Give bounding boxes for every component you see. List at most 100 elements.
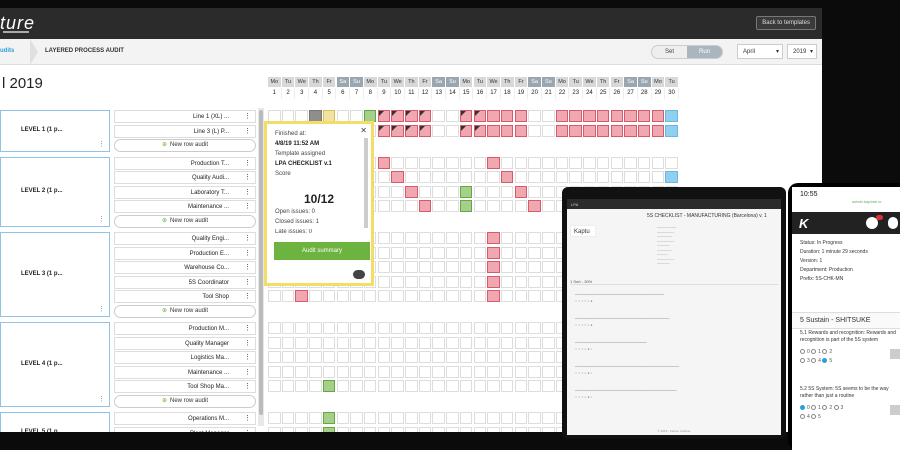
audit-day-cell[interactable] [405,156,418,169]
audit-day-cell[interactable] [336,380,349,392]
audit-day-cell[interactable] [473,426,486,432]
audit-day-cell[interactable] [542,232,555,244]
audit-day-cell[interactable] [542,124,555,137]
audit-day-cell[interactable] [281,380,295,392]
audit-day-cell[interactable] [459,351,473,363]
audit-day-cell[interactable] [514,380,528,392]
audit-day-cell[interactable] [268,412,281,424]
audit-day-cell[interactable] [391,322,404,334]
audit-day-cell[interactable] [542,261,555,273]
audit-day-cell[interactable] [637,156,651,169]
audit-day-cell[interactable] [377,336,391,349]
audit-day-cell[interactable] [418,336,432,349]
level-menu-icon[interactable]: ⋮ [98,306,105,313]
audit-day-cell[interactable] [281,290,295,302]
audit-row[interactable]: Line 1 (XL) ... ⋮ [114,110,256,123]
audit-day-cell[interactable] [446,322,459,334]
audit-day-cell[interactable] [350,426,363,432]
audit-day-cell[interactable] [432,124,445,137]
audit-day-cell[interactable] [295,365,308,378]
audit-day-cell[interactable] [336,336,349,349]
audit-day-cell[interactable] [473,275,486,288]
audit-day-cell[interactable] [268,336,281,349]
audit-day-cell[interactable] [487,232,500,244]
audit-day-cell[interactable] [418,171,432,183]
audit-day-cell[interactable] [651,156,665,169]
audit-day-cell[interactable] [487,380,500,392]
audit-day-cell[interactable] [350,351,363,363]
audit-day-cell[interactable] [473,290,486,302]
audit-row[interactable]: Production M... ⋮ [114,322,256,335]
audit-day-cell[interactable] [459,336,473,349]
audit-day-cell[interactable] [363,380,377,392]
audit-day-cell[interactable] [555,156,569,169]
audit-day-cell[interactable] [377,426,391,432]
phone-options-1b[interactable]: 3 4 5 [800,358,832,364]
audit-day-cell[interactable] [473,124,486,137]
audit-day-cell[interactable] [487,171,500,183]
audit-day-cell[interactable] [322,380,336,392]
audit-day-cell[interactable] [583,110,596,122]
audit-day-cell[interactable] [322,365,336,378]
audit-day-cell[interactable] [322,351,336,363]
row-menu-icon[interactable]: ⋮ [244,113,251,120]
row-menu-icon[interactable]: ⋮ [244,203,251,210]
audit-day-cell[interactable] [268,426,281,432]
audit-day-cell[interactable] [363,426,377,432]
audit-day-cell[interactable] [391,156,404,169]
audit-day-cell[interactable] [459,380,473,392]
audit-row[interactable]: Line 3 (L) P... ⋮ [114,124,256,138]
audit-day-cell[interactable] [377,171,391,183]
audit-day-cell[interactable] [363,290,377,302]
tablet-options[interactable]: ○ ○ ○ ○ ● ○ [575,347,593,351]
level-menu-icon[interactable]: ⋮ [98,216,105,223]
megaphone-icon[interactable] [866,217,878,229]
audit-day-cell[interactable] [487,412,500,424]
audit-day-cell[interactable] [377,156,391,169]
audit-day-cell[interactable] [309,290,322,302]
audit-day-cell[interactable] [542,426,555,432]
audit-day-cell[interactable] [569,110,582,122]
audit-day-cell[interactable] [596,124,610,137]
chat-icon[interactable] [353,270,365,279]
audit-day-cell[interactable] [459,426,473,432]
audit-day-cell[interactable] [405,275,418,288]
audit-day-cell[interactable] [377,124,391,137]
audit-day-cell[interactable] [473,412,486,424]
audit-day-cell[interactable] [459,365,473,378]
audit-day-cell[interactable] [542,365,555,378]
row-menu-icon[interactable]: ⋮ [244,188,251,196]
audit-day-cell[interactable] [281,365,295,378]
audit-day-cell[interactable] [542,246,555,259]
audit-day-cell[interactable] [309,351,322,363]
audit-day-cell[interactable] [459,246,473,259]
audit-day-cell[interactable] [446,185,459,198]
audit-day-cell[interactable] [514,426,528,432]
audit-day-cell[interactable] [405,351,418,363]
row-menu-icon[interactable]: ⋮ [244,127,251,135]
audit-day-cell[interactable] [268,290,281,302]
row-menu-icon[interactable]: ⋮ [244,429,251,433]
new-row-audit-button[interactable]: ⊕ New row audit [114,304,256,318]
audit-day-cell[interactable] [473,156,486,169]
audit-day-cell[interactable] [350,336,363,349]
audit-day-cell[interactable] [528,322,541,334]
audit-day-cell[interactable] [487,110,500,122]
audit-day-cell[interactable] [432,336,445,349]
tablet-options[interactable]: ○ ○ ○ ○ ○ ● [575,299,593,303]
audit-day-cell[interactable] [281,336,295,349]
audit-day-cell[interactable] [268,322,281,334]
audit-day-cell[interactable] [295,426,308,432]
audit-day-cell[interactable] [651,124,665,137]
audit-day-cell[interactable] [432,380,445,392]
audit-day-cell[interactable] [309,336,322,349]
audit-day-cell[interactable] [391,246,404,259]
audit-day-cell[interactable] [514,185,528,198]
audit-day-cell[interactable] [405,246,418,259]
audit-day-cell[interactable] [432,412,445,424]
audit-day-cell[interactable] [569,171,582,183]
audit-day-cell[interactable] [610,124,623,137]
audit-day-cell[interactable] [596,156,610,169]
audit-day-cell[interactable] [514,200,528,212]
tablet-options[interactable]: ○ ○ ○ ○ ● ○ [575,395,593,399]
